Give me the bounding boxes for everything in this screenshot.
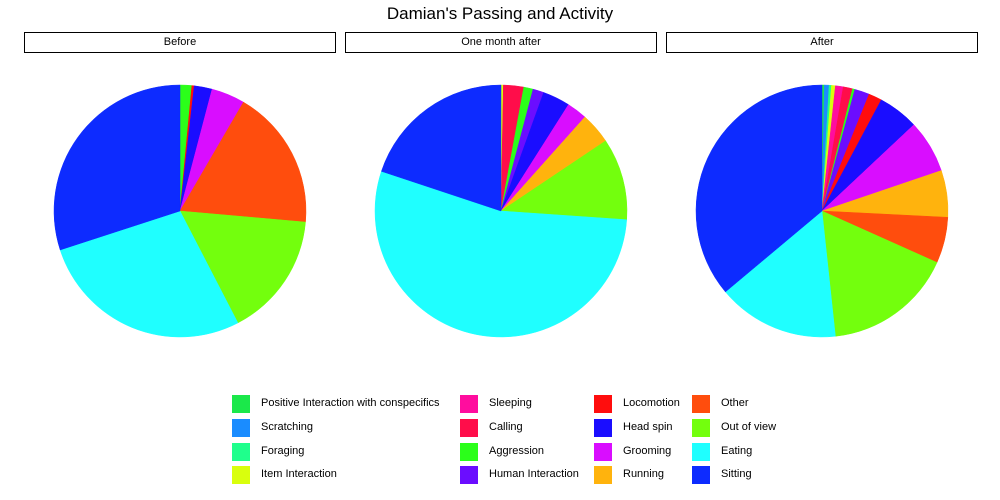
facet-label: After: [666, 32, 978, 53]
legend-label: Eating: [721, 445, 753, 457]
legend-label: Running: [623, 468, 664, 480]
legend-label: Grooming: [623, 445, 672, 457]
legend-swatch: [232, 395, 250, 413]
pie-slice-sitting: [381, 84, 502, 212]
legend-swatch: [460, 395, 478, 413]
legend-label: Other: [721, 397, 749, 409]
legend-swatch: [594, 443, 612, 461]
pie-chart-after: [695, 84, 949, 338]
pie-slice-eating: [374, 170, 627, 338]
facet-panel-before: Before: [24, 32, 344, 372]
legend-label: Locomotion: [623, 397, 680, 409]
legend-label: Sitting: [721, 468, 752, 480]
pie-slice-eating: [725, 210, 836, 338]
legend-swatch: [232, 466, 250, 484]
legend-label: Aggression: [489, 445, 545, 457]
legend-label: Foraging: [261, 445, 305, 457]
pie-slice-out-of-view: [500, 140, 628, 220]
legend-swatch: [594, 395, 612, 413]
legend: Positive Interaction with conspecifics Sc…: [232, 394, 792, 490]
legend-swatch: [692, 466, 710, 484]
legend-swatch: [692, 419, 710, 437]
legend-label: Sleeping: [489, 397, 532, 409]
pie-slice-eating: [59, 210, 239, 338]
legend-label: Item Interaction: [261, 468, 337, 480]
legend-swatch: [692, 443, 710, 461]
legend-swatch: [232, 419, 250, 437]
pie-slice-out-of-view: [821, 210, 938, 337]
facet-panel-after: After: [666, 32, 986, 372]
legend-label: Out of view: [721, 421, 777, 433]
pie-chart-one-month-after: [374, 84, 628, 338]
pie-chart-before: [53, 84, 307, 338]
pie-slice-other: [179, 101, 307, 223]
legend-swatch: [460, 466, 478, 484]
facet-label: Before: [24, 32, 336, 53]
legend-swatch: [232, 443, 250, 461]
legend-label: Scratching: [261, 421, 313, 433]
legend-label: Positive Interaction with conspecifics: [261, 397, 440, 409]
legend-swatch: [594, 466, 612, 484]
facet-label: One month after: [345, 32, 657, 53]
pie-slice-sitting: [695, 84, 823, 293]
legend-swatch: [594, 419, 612, 437]
facet-panel-one-month-after: One month after: [345, 32, 665, 372]
legend-label: Head spin: [623, 421, 673, 433]
chart-title: Damian's Passing and Activity: [386, 4, 614, 23]
legend-label: Calling: [489, 421, 523, 433]
legend-swatch: [692, 395, 710, 413]
legend-label: Human Interaction: [489, 468, 579, 480]
pie-slice-out-of-view: [179, 210, 306, 324]
legend-swatch: [460, 443, 478, 461]
legend-swatch: [460, 419, 478, 437]
pie-slice-sitting: [53, 84, 181, 251]
